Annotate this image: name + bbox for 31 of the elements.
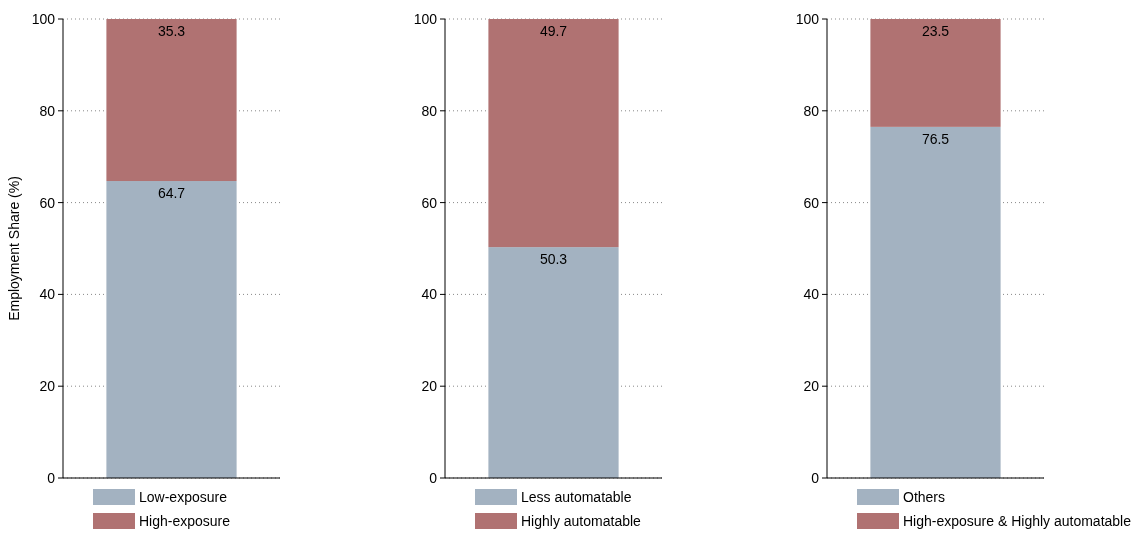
y-tick-label: 20 — [39, 378, 56, 395]
legend-label: High-exposure — [139, 512, 231, 529]
y-tick-label: 60 — [803, 194, 820, 211]
data-label: 64.7 — [157, 185, 186, 202]
data-label: 23.5 — [921, 23, 950, 39]
y-tick-label: 40 — [421, 286, 438, 303]
data-label: 35.3 — [157, 23, 186, 39]
y-tick-label: 20 — [421, 378, 438, 395]
y-tick-label: 0 — [47, 469, 56, 486]
y-tick-label: 60 — [421, 194, 438, 211]
legend-label: Low-exposure — [139, 488, 228, 505]
y-tick-label: 100 — [31, 10, 56, 27]
data-label: 49.7 — [539, 23, 568, 39]
y-tick-label: 80 — [39, 102, 56, 119]
data-label: 50.3 — [539, 251, 568, 268]
y-tick-label: 80 — [421, 102, 438, 119]
y-tick-label: 0 — [429, 469, 438, 486]
y-tick-label: 100 — [413, 10, 438, 27]
y-tick-label: 60 — [39, 194, 56, 211]
data-label: 76.5 — [921, 130, 950, 147]
y-tick-label: 20 — [803, 378, 820, 395]
y-tick-label: 40 — [39, 286, 56, 303]
y-tick-label: 40 — [803, 286, 820, 303]
y-tick-label: 80 — [803, 102, 820, 119]
y-tick-label: 100 — [795, 10, 820, 27]
legend-label: Highly automatable — [521, 512, 642, 529]
y-axis-title: Employment Share (%) — [6, 176, 22, 321]
legend-label: High-exposure & Highly automatable — [903, 512, 1132, 529]
legend-label: Others — [903, 488, 946, 505]
legend-label: Less automatable — [521, 488, 632, 505]
y-tick-label: 0 — [811, 469, 820, 486]
